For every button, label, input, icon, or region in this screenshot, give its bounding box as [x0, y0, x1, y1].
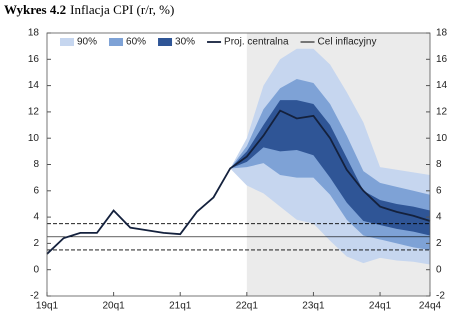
y2-tick-label: 2: [436, 238, 442, 249]
x-tick-label: 24q4: [419, 301, 442, 312]
y-tick-label: 18: [28, 28, 40, 39]
x-tick-label: 20q1: [102, 301, 125, 312]
x-tick-label: 22q1: [236, 301, 259, 312]
y2-tick-label: -2: [436, 291, 445, 302]
x-tick-label: 23q1: [302, 301, 325, 312]
x-tick-label: 21q1: [169, 301, 192, 312]
legend-swatch: [109, 38, 124, 46]
legend-label: Proj. centralna: [224, 37, 289, 48]
y2-tick-label: 8: [436, 159, 442, 170]
y2-tick-label: 0: [436, 264, 442, 275]
legend-swatch: [60, 38, 74, 46]
legend-label: Cel inflacyjny: [318, 37, 377, 48]
legend-swatch: [158, 38, 173, 46]
fan-band: [230, 100, 430, 236]
y-tick-label: 6: [33, 185, 39, 196]
y-tick-label: 2: [33, 238, 39, 249]
legend-label: 60%: [126, 37, 146, 48]
y-tick-label: 14: [28, 80, 40, 91]
y2-tick-label: 16: [436, 54, 448, 65]
y-tick-label: 12: [28, 107, 40, 118]
chart-title: Inflacja CPI (r/r, %): [70, 2, 174, 17]
x-tick-label: 24q1: [369, 301, 392, 312]
y-tick-label: 4: [33, 212, 39, 223]
y2-tick-label: 10: [436, 133, 448, 144]
legend-label: 30%: [175, 37, 195, 48]
y-tick-label: -2: [30, 291, 39, 302]
y2-tick-label: 4: [436, 212, 442, 223]
y2-tick-label: 6: [436, 185, 442, 196]
y-tick-label: 8: [33, 159, 39, 170]
y2-tick-label: 12: [436, 107, 448, 118]
central-line: [46, 109, 431, 255]
legend-label: 90%: [77, 37, 97, 48]
y2-tick-label: 14: [436, 80, 448, 91]
y-tick-label: 0: [33, 264, 39, 275]
x-tick-label: 19q1: [36, 301, 59, 312]
chart-title-label: Wykres 4.2: [4, 2, 66, 17]
y-tick-label: 10: [28, 133, 40, 144]
y2-tick-label: 18: [436, 28, 448, 39]
y-tick-label: 16: [28, 54, 40, 65]
